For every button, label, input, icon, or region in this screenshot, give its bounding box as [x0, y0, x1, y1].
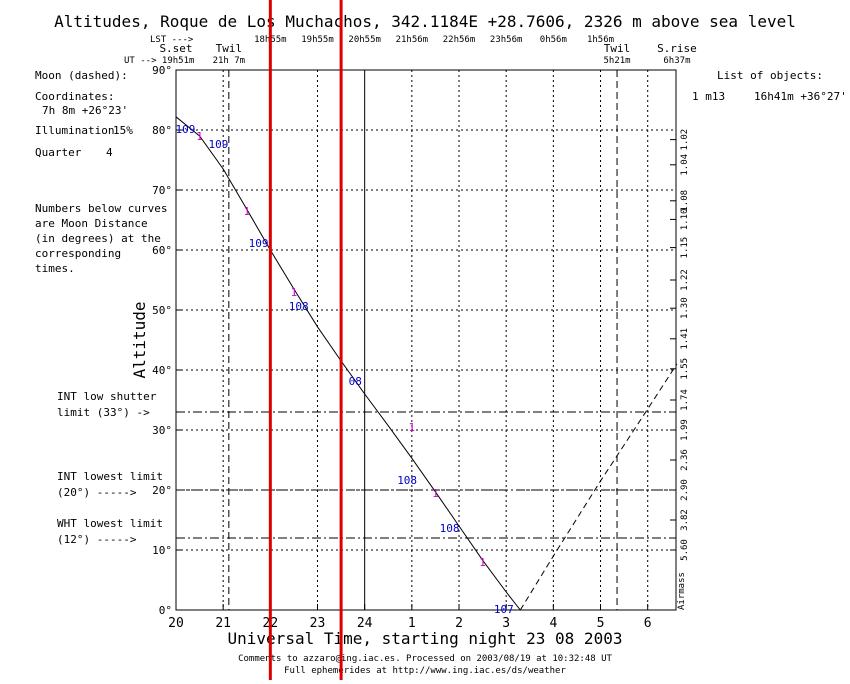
footer-line-1: Comments to azzaro@ing.iac.es. Processed… — [238, 654, 612, 664]
left-note-line-4: corresponding — [35, 247, 121, 260]
moon-distance-label: 109 — [249, 237, 269, 250]
object-altitude-curve — [175, 116, 521, 611]
airmass-tick-label: 1.22 — [680, 269, 690, 291]
left-note-line-3: (in degrees) at the — [35, 232, 161, 245]
footer-line-2: Full ephemerides at http://www.ing.iac.e… — [284, 666, 566, 676]
int-lowest-line-1: INT lowest limit — [57, 470, 163, 483]
lst-label: LST ---> — [150, 35, 194, 45]
left-note-line-1: Numbers below curves — [35, 202, 167, 215]
object-label: 1 — [409, 421, 416, 434]
lst-tick-label: 21h56m — [396, 35, 429, 45]
moon-distance-label: 107 — [494, 603, 514, 616]
airmass-tick-label: 5.60 — [680, 539, 690, 561]
y-tick-label: 80° — [152, 124, 172, 137]
x-tick-label: 5 — [597, 616, 605, 631]
x-tick-label: 1 — [408, 616, 416, 631]
lst-tick-label: 20h55m — [348, 35, 381, 45]
x-tick-label: 2 — [455, 616, 463, 631]
object-coords: 16h41m +36°27' — [754, 90, 847, 103]
airmass-tick-label: 1.99 — [680, 419, 690, 441]
airmass-tick-label: 1.74 — [680, 389, 690, 411]
airmass-tick-label: 2.36 — [680, 449, 690, 471]
moon-distance-label: 108 — [289, 300, 309, 313]
int-shutter-line-1: INT low shutter — [57, 390, 157, 403]
y-tick-label: 0° — [159, 604, 172, 617]
y-tick-label: 90° — [152, 64, 172, 77]
event-label: Twil — [216, 42, 243, 55]
moon-distance-label: 08 — [349, 375, 362, 388]
x-tick-label: 24 — [357, 616, 373, 631]
object-label: 1 — [243, 205, 250, 218]
airmass-tick-label: 1.02 — [680, 129, 690, 151]
plot-frame — [175, 69, 677, 611]
wht-lowest-line-1: WHT lowest limit — [57, 517, 163, 530]
ut-label: UT --> 19h51m — [124, 56, 194, 66]
object-label: 1 — [432, 487, 439, 500]
moon-distance-label: 109 — [209, 138, 229, 151]
object-label: 1 — [196, 130, 203, 143]
lst-tick-label: 23h56m — [490, 35, 523, 45]
moon-distance-label: 108 — [440, 522, 460, 535]
wht-lowest-line-2: (12°) -----> — [57, 533, 137, 546]
left-quarter-value: 4 — [106, 146, 113, 159]
int-lowest-line-2: (20°) -----> — [57, 486, 137, 499]
airmass-tick-label: 1.41 — [680, 328, 690, 350]
object-name: 1 m13 — [692, 90, 725, 103]
left-quarter-label: Quarter — [35, 146, 82, 159]
int-shutter-line-2: limit (33°) -> — [57, 406, 150, 419]
y-tick-label: 60° — [152, 244, 172, 257]
airmass-tick-label: 1.30 — [680, 297, 690, 319]
x-tick-label: 20 — [168, 616, 184, 631]
y-tick-label: 10° — [152, 544, 172, 557]
event-label: S.set — [159, 42, 192, 55]
x-tick-label: 21 — [215, 616, 231, 631]
objects-heading: List of objects: — [717, 69, 823, 82]
left-coords-value: 7h 8m +26°23' — [42, 104, 128, 117]
airmass-tick-label: 3.82 — [680, 509, 690, 531]
object-label: 1 — [479, 556, 486, 569]
left-illum-label: Illumination — [35, 124, 114, 137]
lst-tick-label: 19h55m — [301, 35, 334, 45]
y-tick-label: 30° — [152, 424, 172, 437]
moon-distance-label: 109 — [175, 123, 195, 136]
x-tick-label: 23 — [310, 616, 326, 631]
event-time: 5h21m — [603, 56, 630, 66]
event-label: Twil — [604, 42, 631, 55]
lst-tick-label: 1h56m — [587, 35, 614, 45]
moon-distance-label: 108 — [397, 474, 417, 487]
airmass-tick-label: 1.08 — [680, 190, 690, 212]
left-illum-value: 15% — [113, 124, 133, 137]
x-tick-label: 6 — [644, 616, 652, 631]
moon-altitude-curve — [519, 363, 678, 611]
x-tick-label: 3 — [502, 616, 510, 631]
y-tick-label: 40° — [152, 364, 172, 377]
x-tick-label: 4 — [549, 616, 557, 631]
y-tick-label: 50° — [152, 304, 172, 317]
airmass-tick-label: 1.55 — [680, 358, 690, 380]
lst-tick-label: 22h56m — [443, 35, 476, 45]
y-tick-label: 20° — [152, 484, 172, 497]
y-axis-label: Altitude — [130, 301, 149, 378]
left-note-line-2: are Moon Distance — [35, 217, 148, 230]
airmass-tick-label: 2.90 — [680, 479, 690, 501]
airmass-tick-label: 1.15 — [680, 237, 690, 259]
event-time: 6h37m — [663, 56, 690, 66]
left-moon-label: Moon (dashed): — [35, 69, 128, 82]
y-tick-label: 70° — [152, 184, 172, 197]
event-label: S.rise — [657, 42, 697, 55]
object-label: 1 — [291, 286, 298, 299]
left-note-line-5: times. — [35, 262, 75, 275]
plot-area: 0°10°20°30°40°50°60°70°80°90°20212223241… — [152, 0, 697, 680]
chart-title: Altitudes, Roque de Los Muchachos, 342.1… — [54, 12, 796, 31]
x-axis-label: Universal Time, starting night 23 08 200… — [228, 629, 623, 648]
airmass-label: Airmass — [677, 572, 687, 610]
airmass-tick-label: 1.10 — [680, 209, 690, 231]
lst-tick-label: 0h56m — [540, 35, 567, 45]
event-time: 21h 7m — [213, 56, 246, 66]
left-coords-label: Coordinates: — [35, 90, 114, 103]
airmass-tick-label: 1.04 — [680, 154, 690, 176]
